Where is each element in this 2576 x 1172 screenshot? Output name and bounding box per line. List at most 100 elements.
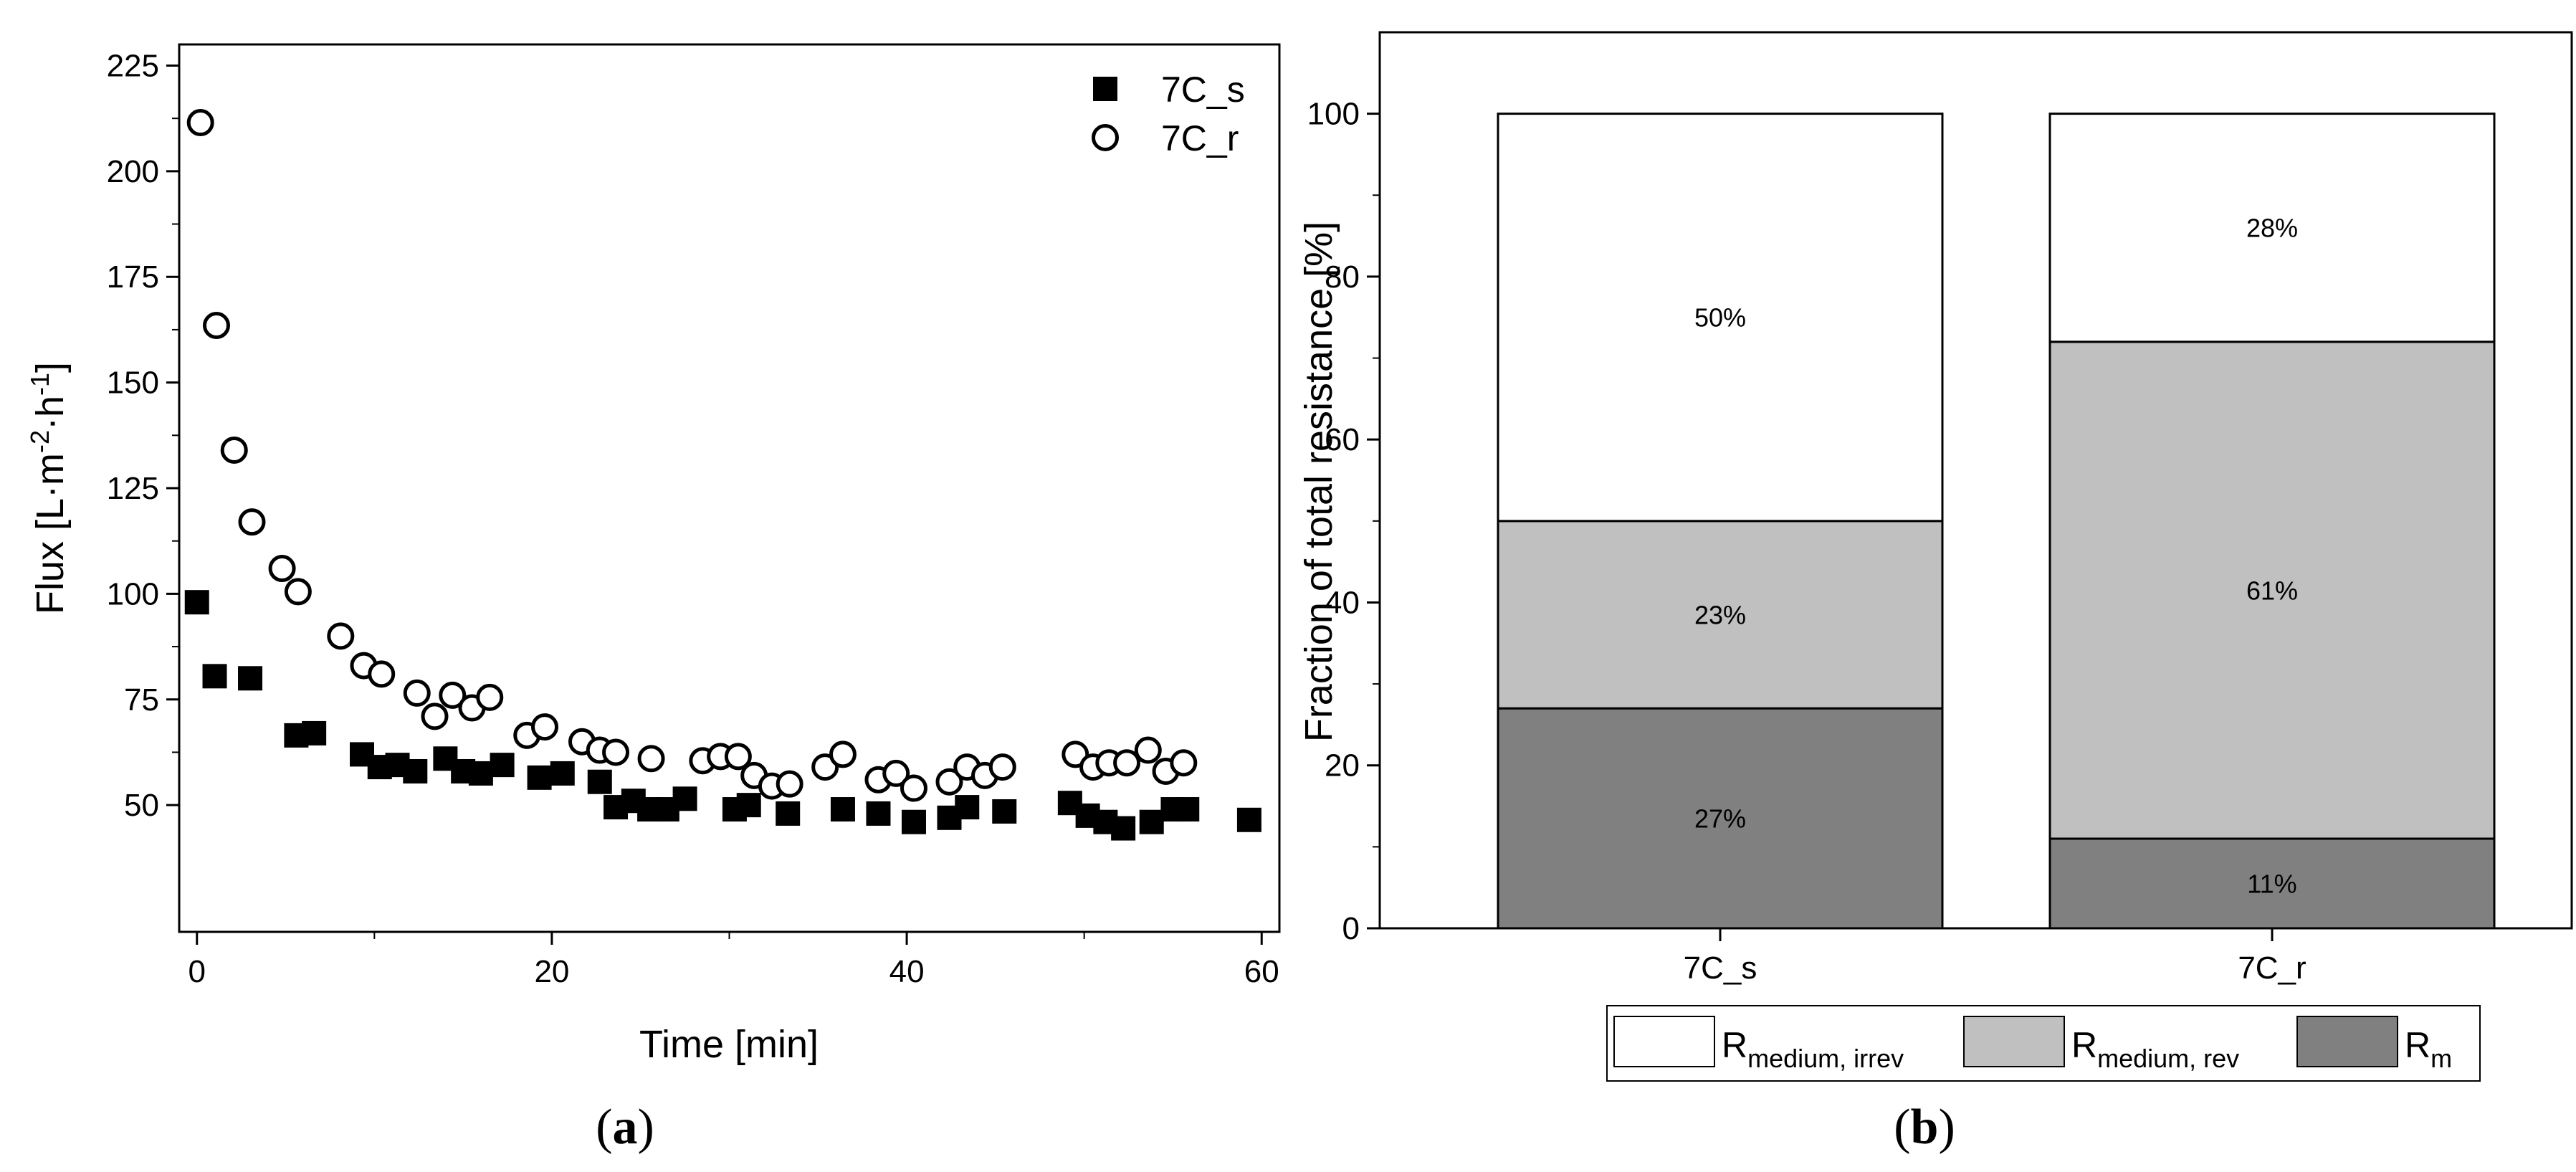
point-7c-r — [1134, 736, 1162, 764]
point-7c-s — [238, 666, 263, 691]
legend-label-r-medium-rev: Rmedium, rev — [2071, 1025, 2239, 1073]
point-7c-r — [900, 774, 927, 802]
b-y-tick-label: 20 — [1325, 748, 1360, 783]
a-y-tick-label: 100 — [107, 576, 159, 611]
b-y-tick-label: 100 — [1307, 97, 1360, 132]
chart-a-x-axis-label: Time [min] — [639, 1023, 819, 1066]
point-7c-r — [988, 753, 1016, 781]
point-7c-s — [184, 590, 209, 615]
chart-a-y-axis: 50 75 100 125 150 175 200 225 — [107, 48, 179, 823]
point-7c-r — [1170, 749, 1198, 777]
point-7c-s — [587, 769, 612, 794]
point-7c-s — [468, 761, 493, 786]
b-x-tick-label: 7C_r — [2238, 951, 2306, 986]
point-7c-r — [829, 740, 857, 768]
point-7c-s — [302, 720, 327, 745]
bar-segment-label: 50% — [1694, 303, 1746, 333]
chart-a-y-axis-label: Flux [L·m-2·h-1] — [25, 362, 72, 614]
chart-b-resistance-bars: 0 20 40 60 80 100 27% 23% 50% 11% 61% 28% 7C_s 7C_r… — [1297, 31, 2573, 1155]
chart-b-legend-frame — [1606, 1005, 2481, 1082]
legend-label-7c-r: 7C_r — [1161, 118, 1239, 158]
legend-swatch-r-medium-rev — [1963, 1016, 2065, 1067]
point-7c-r — [476, 683, 504, 711]
b-y-tick-label: 0 — [1342, 911, 1360, 946]
chart-b-bars: 27% 23% 50% 11% 61% 28% — [1497, 113, 2496, 930]
legend-label-r-m: Rm — [2405, 1025, 2452, 1073]
point-7c-s — [866, 801, 891, 826]
a-x-tick-label: 40 — [889, 954, 925, 989]
bar-segment — [1497, 707, 1944, 930]
point-7c-r — [403, 679, 431, 707]
point-7c-r — [1062, 740, 1089, 768]
point-7c-r — [811, 753, 839, 781]
panel-label-a: (a) — [596, 1100, 654, 1155]
point-7c-s — [403, 758, 428, 783]
point-7c-r — [186, 109, 214, 137]
bar-segment — [2048, 340, 2496, 840]
legend-swatch-r-m — [2296, 1016, 2398, 1067]
point-7c-r — [776, 770, 803, 798]
point-7c-s — [955, 795, 980, 820]
point-7c-s — [1175, 797, 1200, 822]
a-y-tick-label: 50 — [124, 788, 159, 823]
a-y-tick-label: 200 — [107, 154, 159, 189]
chart-a-flux-scatter: 50 75 100 125 150 175 200 225 0 20 40 60 Time [min… — [25, 43, 1281, 1155]
point-7c-r — [327, 622, 355, 650]
point-7c-s — [550, 761, 575, 786]
point-7c-r — [439, 681, 467, 709]
point-7c-s — [1139, 809, 1164, 834]
point-7c-r — [637, 745, 665, 773]
bar-segment — [1497, 520, 1944, 710]
chart-a-legend: 7C_s 7C_r — [1092, 70, 1245, 158]
b-y-tick-label: 80 — [1325, 259, 1360, 295]
a-x-tick-label: 20 — [534, 954, 569, 989]
point-7c-s — [901, 809, 926, 834]
point-7c-s — [672, 786, 697, 811]
point-7c-r — [882, 759, 910, 787]
point-7c-r — [935, 768, 963, 796]
point-7c-r — [1113, 749, 1141, 777]
a-x-tick-label: 0 — [189, 954, 206, 989]
point-7c-s — [490, 753, 515, 778]
bar-segment-label: 23% — [1694, 601, 1746, 630]
chart-b-legend: Rmedium, irrev Rmedium, rev Rm — [1606, 1005, 2481, 1082]
chart-a-points — [184, 109, 1261, 841]
point-7c-r — [421, 702, 449, 730]
bar-segment — [2048, 837, 2496, 930]
point-7c-r — [724, 743, 752, 771]
point-7c-s — [736, 793, 761, 818]
point-7c-s — [830, 797, 855, 822]
a-y-tick-label: 75 — [124, 682, 159, 718]
point-7c-s — [1111, 816, 1136, 841]
bar-segment-label: 28% — [2246, 214, 2298, 243]
bar-segment-label: 11% — [2247, 870, 2296, 899]
bar-segment — [2048, 113, 2496, 343]
chart-b-frame — [1378, 31, 2573, 930]
point-7c-r — [268, 555, 296, 583]
legend-marker-7c-r — [1092, 124, 1119, 151]
point-7c-r — [284, 578, 312, 606]
panel-label-b: (b) — [1894, 1100, 1955, 1155]
chart-b-y-axis: 0 20 40 60 80 100 — [1307, 97, 1380, 946]
point-7c-s — [776, 801, 801, 826]
bar-segment-label: 27% — [1694, 804, 1746, 834]
point-7c-s — [202, 664, 227, 689]
b-y-tick-label: 60 — [1325, 422, 1360, 457]
point-7c-r — [238, 508, 266, 536]
point-7c-r — [531, 713, 559, 741]
point-7c-r — [602, 738, 630, 766]
chart-b-y-axis-label: Fraction of total resistance [%] — [1297, 221, 1340, 742]
a-y-tick-label: 125 — [107, 471, 159, 506]
chart-a-x-axis: 0 20 40 60 — [189, 932, 1279, 989]
legend-swatch-r-medium-irrev — [1613, 1016, 1715, 1067]
b-x-tick-label: 7C_s — [1684, 951, 1757, 986]
bar-segment — [1497, 113, 1944, 523]
legend-label-7c-s: 7C_s — [1161, 70, 1245, 110]
bar-segment-label: 61% — [2246, 576, 2298, 605]
point-7c-r — [202, 312, 230, 340]
legend-label-r-medium-irrev: Rmedium, irrev — [1722, 1025, 1904, 1073]
b-y-tick-label: 40 — [1325, 585, 1360, 620]
chart-b-x-axis: 7C_s 7C_r — [1684, 928, 2307, 986]
point-7c-r — [220, 436, 248, 464]
